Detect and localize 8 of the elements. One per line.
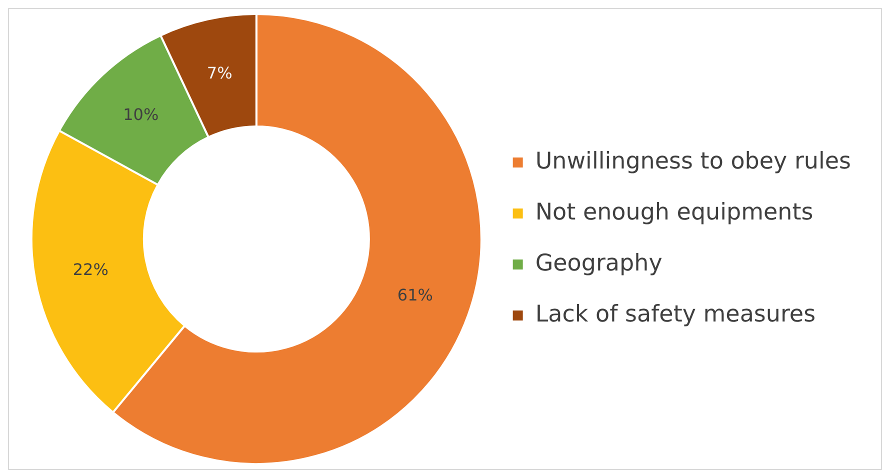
legend-label: Unwillingness to obey rules — [535, 148, 852, 174]
data-label: 10% — [123, 105, 159, 124]
data-label: 61% — [397, 285, 433, 304]
legend-label: Lack of safety measures — [535, 301, 816, 328]
legend-label: Geography — [535, 250, 662, 276]
data-label: 22% — [72, 260, 108, 279]
legend-label: Not enough equipments — [535, 199, 814, 226]
data-label: 7% — [206, 63, 232, 82]
